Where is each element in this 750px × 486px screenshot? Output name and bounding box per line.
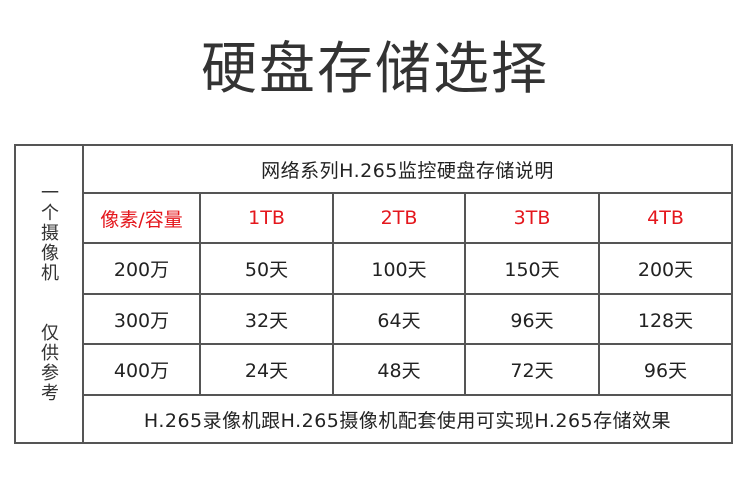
side-label-char: 摄 xyxy=(41,223,59,244)
column-header-1tb: 1TB xyxy=(201,194,334,242)
side-label-reference: 仅供参考 xyxy=(38,324,62,404)
column-header-row: 像素/容量 1TB 2TB 3TB 4TB xyxy=(84,194,731,244)
side-label-camera: 一个摄像机 xyxy=(38,184,62,284)
side-label-char: 个 xyxy=(41,203,59,224)
side-label-char: 供 xyxy=(41,343,59,364)
table-cell: 200天 xyxy=(637,259,694,281)
side-label-char: 仅 xyxy=(41,323,59,344)
storage-table: 一个摄像机 仅供参考 网络系列H.265监控硬盘存储说明 像素/容量 1TB 2… xyxy=(14,144,733,444)
table-cell: 64天 xyxy=(334,295,466,343)
column-header-2tb: 2TB xyxy=(334,194,466,242)
side-label-column: 一个摄像机 仅供参考 xyxy=(16,146,84,442)
table-footer-row: H.265录像机跟H.265摄像机配套使用可实现H.265存储效果 xyxy=(84,396,731,442)
row-label: 200万 xyxy=(84,244,201,293)
page-title: 硬盘存储选择 xyxy=(201,37,549,102)
table-header-row: 网络系列H.265监控硬盘存储说明 xyxy=(84,146,731,194)
table-cell: 100天 xyxy=(334,244,466,293)
table-row: 200万 50天 100天 150天 200天 xyxy=(84,244,731,295)
table-cell: 72天 xyxy=(466,345,600,394)
row-label: 300万 xyxy=(84,295,201,343)
column-header-4tb: 4TB xyxy=(647,207,684,229)
side-label-char: 参 xyxy=(41,363,59,384)
table-cell: 50天 xyxy=(201,244,334,293)
table-cell: 32天 xyxy=(201,295,334,343)
row-label: 400万 xyxy=(84,345,201,394)
table-cell: 96天 xyxy=(466,295,600,343)
table-cell: 24天 xyxy=(201,345,334,394)
table-row: 300万 32天 64天 96天 128天 xyxy=(84,295,731,345)
side-label-char: 一 xyxy=(41,183,59,204)
side-label-char: 考 xyxy=(41,383,59,404)
table-cell: 128天 xyxy=(637,309,694,332)
table-cell: 150天 xyxy=(466,244,600,293)
side-label-char: 机 xyxy=(41,263,59,284)
table-footer: H.265录像机跟H.265摄像机配套使用可实现H.265存储效果 xyxy=(143,409,672,432)
side-label-char: 像 xyxy=(41,243,59,264)
table-cell: 96天 xyxy=(643,360,688,382)
table-grid: 网络系列H.265监控硬盘存储说明 像素/容量 1TB 2TB 3TB 4TB … xyxy=(84,146,731,442)
table-header: 网络系列H.265监控硬盘存储说明 xyxy=(261,159,554,182)
table-cell: 48天 xyxy=(334,345,466,394)
column-header-pixel-capacity: 像素/容量 xyxy=(84,194,201,242)
table-row: 400万 24天 48天 72天 96天 xyxy=(84,345,731,396)
column-header-3tb: 3TB xyxy=(466,194,600,242)
